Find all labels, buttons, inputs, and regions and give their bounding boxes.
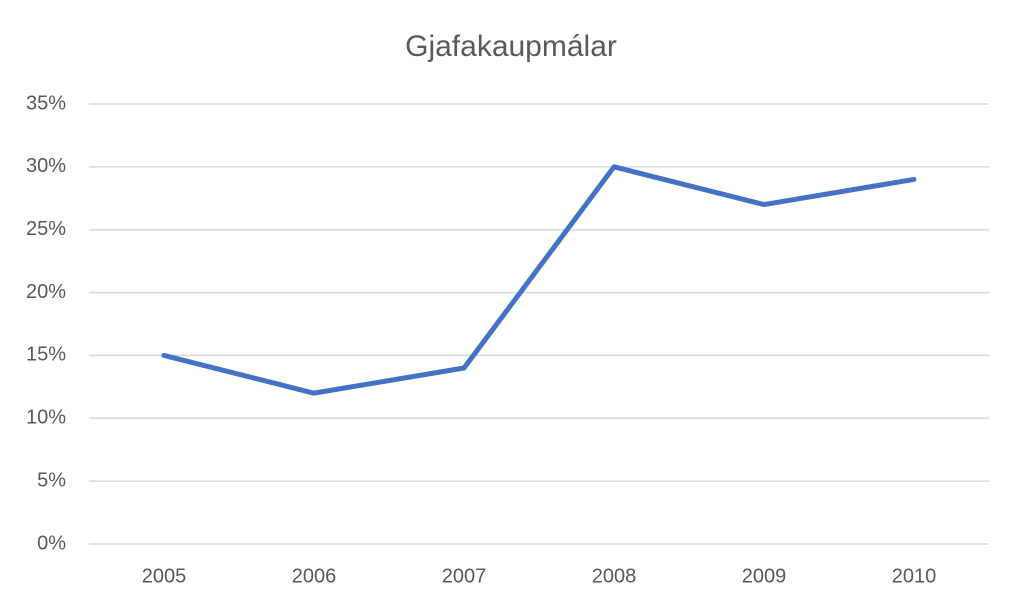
y-tick-label: 35% [26, 92, 66, 114]
y-tick-label: 25% [26, 218, 66, 240]
chart-title: Gjafakaupmálar [405, 30, 617, 63]
y-tick-label: 0% [37, 532, 66, 554]
x-tick-label: 2006 [292, 565, 337, 587]
x-tick-label: 2009 [742, 565, 787, 587]
y-tick-label: 15% [26, 344, 66, 366]
data-line [161, 164, 917, 396]
y-tick-label: 10% [26, 407, 66, 429]
x-tick-label: 2005 [142, 565, 187, 587]
y-tick-label: 5% [37, 469, 66, 491]
x-tick-label: 2008 [592, 565, 637, 587]
x-tick-label: 2007 [442, 565, 487, 587]
y-tick-label: 30% [26, 155, 66, 177]
y-tick-label: 20% [26, 281, 66, 303]
x-tick-label: 2010 [892, 565, 937, 587]
